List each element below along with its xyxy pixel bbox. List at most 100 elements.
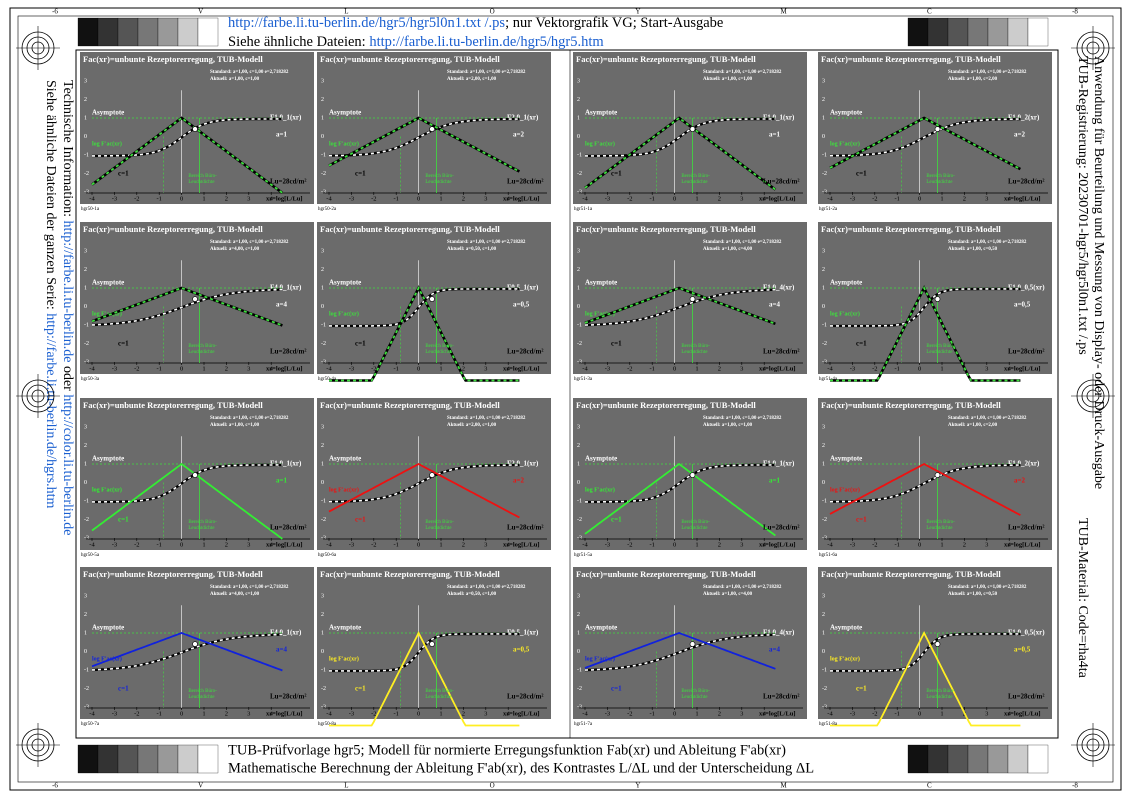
c-label: c=1	[611, 340, 622, 348]
x-tick-label: 4	[507, 195, 511, 202]
lu-label: Lu=28cd/m²	[270, 178, 306, 186]
sigmoid-curve	[329, 118, 520, 157]
point-w	[689, 126, 696, 132]
y-tick-label: -3	[321, 189, 326, 195]
x-axis-label: xr=log[L/Lu]	[759, 195, 796, 202]
range-label: Bereich Büro-	[425, 520, 454, 525]
y-tick-label: 2	[822, 612, 825, 618]
range-label: Bereich Büro-	[926, 689, 955, 694]
x-tick-label: 0	[673, 195, 676, 202]
y-tick-label: -1	[822, 322, 827, 328]
x-tick-label: -2	[872, 710, 877, 717]
range-label: Leuchtdichte	[188, 695, 215, 700]
x-tick-label: -3	[850, 541, 855, 548]
range-label: Leuchtdichte	[681, 695, 708, 700]
range-label: Leuchtdichte	[425, 180, 452, 185]
y-tick-label: 2	[822, 443, 825, 449]
y-tick-label: 1	[577, 461, 580, 467]
range-label: Bereich Büro-	[188, 174, 217, 179]
gray-patch	[137, 17, 159, 47]
y-tick-label: 2	[84, 267, 87, 273]
asymptote-label: Asymptote	[329, 624, 361, 632]
y-tick-label: 0	[822, 480, 825, 486]
x-axis-label: xr=log[L/Lu]	[1004, 541, 1041, 548]
a-label: a=1	[769, 131, 780, 139]
log-label: log F'ac(xr)	[830, 140, 860, 147]
x-tick-label: -2	[627, 195, 632, 202]
derivative-curve	[91, 287, 283, 327]
x-tick-label: 1	[439, 365, 442, 372]
range-label: Bereich Büro-	[188, 520, 217, 525]
x-tick-label: 4	[270, 195, 274, 202]
x-tick-label: -2	[872, 365, 877, 372]
x-tick-label: 4	[507, 365, 511, 372]
x-tick-label: 1	[695, 195, 698, 202]
panel-id: hgr50-2a	[318, 207, 337, 212]
x-tick-label: 1	[940, 710, 943, 717]
x-tick-label: -2	[627, 541, 632, 548]
side-link[interactable]: http://farbe.li.tu-berlin.de/hgrs.htm	[43, 313, 58, 508]
panel: Fac(xr)=unbunte Rezeptorerregung, TUB-Mo…	[573, 567, 807, 727]
panel-id: hgr50-8a	[318, 722, 337, 727]
panel: Fac(xr)=unbunte Rezeptorerregung, TUB-Mo…	[573, 52, 807, 212]
x-tick-label: 2	[963, 195, 966, 202]
log-label: log F'ac(xr)	[92, 310, 122, 317]
panel-id: hgr51-7a	[574, 722, 593, 727]
range-label: Bereich Büro-	[681, 689, 710, 694]
frame-mark: Y	[635, 8, 640, 16]
gray-patch	[987, 744, 1009, 774]
x-tick-label: 0	[180, 365, 183, 372]
x-tick-label: -2	[872, 541, 877, 548]
x-tick-label: -2	[627, 365, 632, 372]
header-link[interactable]: http://farbe.li.tu-berlin.de/hgr5/hgr5l0…	[228, 15, 505, 31]
header-text: Siehe ähnliche Dateien:	[228, 34, 369, 50]
lu-label: Lu=28cd/m²	[763, 693, 799, 701]
a-label: a=2	[1014, 131, 1025, 139]
x-tick-label: -4	[582, 365, 588, 372]
sigmoid-curve	[92, 288, 283, 326]
x-tick-label: 3	[247, 710, 250, 717]
y-tick-label: -2	[577, 171, 582, 177]
gray-patch	[177, 17, 199, 47]
derivative-curve	[830, 286, 1021, 382]
lu-label: Lu=28cd/m²	[507, 693, 543, 701]
asymptote-label: Asymptote	[830, 624, 862, 632]
x-tick-label: 3	[985, 195, 988, 202]
x-tick-label: -1	[894, 710, 899, 717]
y-tick-label: 3	[84, 593, 87, 599]
y-tick-label: 2	[84, 612, 87, 618]
x-tick-label: -3	[850, 365, 855, 372]
x-tick-label: 3	[484, 710, 487, 717]
panel-aktuell: Aktuell: a=0,50, c=1,00	[447, 592, 497, 597]
panel-aktuell: Aktuell: a=0,50, c=1,00	[447, 247, 497, 252]
panel: Fac(xr)=unbunte Rezeptorerregung, TUB-Mo…	[317, 52, 551, 212]
panel-standard: Standard: a=1,00, c=1,00 e=2,718282	[703, 70, 782, 75]
x-tick-label: 2	[225, 541, 228, 548]
panel-title: Fac(xr)=unbunte Rezeptorerregung, TUB-Mo…	[576, 569, 756, 579]
range-label: Bereich Büro-	[926, 520, 955, 525]
gray-patch	[1027, 744, 1049, 774]
x-tick-label: 0	[180, 195, 183, 202]
x-tick-label: 1	[439, 195, 442, 202]
derivative-curve	[329, 285, 520, 382]
side-link[interactable]: http://farbe.li.tu-berlin.de	[60, 221, 75, 363]
side-text: oder	[60, 362, 75, 394]
y-tick-label: 1	[84, 285, 87, 291]
header-link[interactable]: http://farbe.li.tu-berlin.de/hgr5/hgr5.h…	[369, 34, 604, 50]
c-label: c=1	[118, 516, 129, 524]
panel: Fac(xr)=unbunte Rezeptorerregung, TUB-Mo…	[80, 222, 314, 382]
y-tick-label: -1	[822, 152, 827, 158]
x-tick-label: -1	[156, 195, 161, 202]
x-axis-label: xr=log[L/Lu]	[503, 541, 540, 548]
log-label: log F'ac(xr)	[830, 486, 860, 493]
side-link[interactable]: http://color.li.tu-berlin.de	[60, 394, 75, 535]
gray-patch	[947, 744, 969, 774]
log-label: log F'ac(xr)	[329, 140, 359, 147]
frame-mark: L	[344, 782, 348, 790]
panel-standard: Standard: a=1,00, c=1,00 e=2,718282	[703, 585, 782, 590]
x-axis-label: xr=log[L/Lu]	[1004, 710, 1041, 717]
frame-mark: -6	[52, 782, 58, 790]
x-tick-label: 4	[270, 710, 274, 717]
derivative-curve	[584, 462, 776, 537]
y-tick-label: 3	[577, 248, 580, 254]
